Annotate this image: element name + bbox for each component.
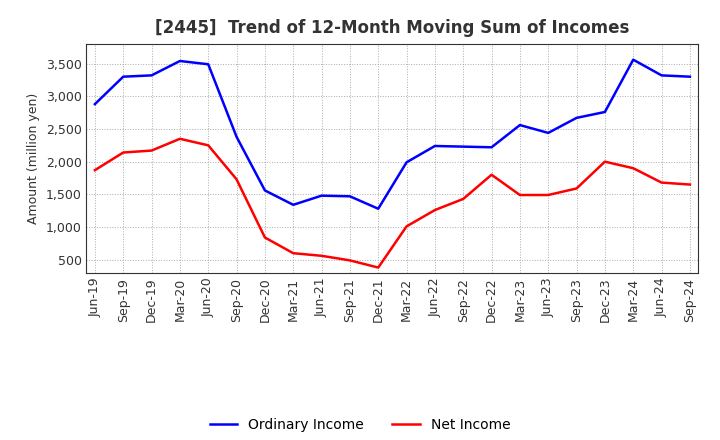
Net Income (91, 168, 99, 173)
Legend: Ordinary Income, Net Income: Ordinary Income, Net Income (204, 412, 516, 437)
Ordinary Income (261, 188, 269, 193)
Net Income (148, 148, 156, 153)
Ordinary Income (346, 194, 354, 199)
Ordinary Income (600, 110, 609, 115)
Ordinary Income (318, 193, 326, 198)
Net Income (431, 207, 439, 213)
Net Income (544, 192, 552, 198)
Ordinary Income (487, 145, 496, 150)
Ordinary Income (119, 74, 127, 79)
Ordinary Income (374, 206, 382, 211)
Ordinary Income (516, 122, 524, 128)
Line: Ordinary Income: Ordinary Income (95, 60, 690, 209)
Net Income (600, 159, 609, 164)
Net Income (119, 150, 127, 155)
Net Income (261, 235, 269, 240)
Title: [2445]  Trend of 12-Month Moving Sum of Incomes: [2445] Trend of 12-Month Moving Sum of I… (156, 19, 629, 37)
Net Income (318, 253, 326, 258)
Net Income (233, 177, 241, 182)
Net Income (402, 224, 411, 229)
Net Income (516, 192, 524, 198)
Y-axis label: Amount (million yen): Amount (million yen) (27, 93, 40, 224)
Ordinary Income (148, 73, 156, 78)
Ordinary Income (572, 115, 581, 121)
Ordinary Income (544, 130, 552, 136)
Net Income (176, 136, 184, 141)
Net Income (572, 186, 581, 191)
Net Income (657, 180, 666, 185)
Ordinary Income (233, 134, 241, 139)
Net Income (289, 250, 297, 256)
Net Income (204, 143, 212, 148)
Ordinary Income (685, 74, 694, 79)
Net Income (685, 182, 694, 187)
Ordinary Income (431, 143, 439, 149)
Net Income (487, 172, 496, 177)
Ordinary Income (91, 102, 99, 107)
Line: Net Income: Net Income (95, 139, 690, 268)
Ordinary Income (629, 57, 637, 62)
Net Income (346, 258, 354, 263)
Ordinary Income (402, 160, 411, 165)
Net Income (459, 196, 467, 202)
Ordinary Income (459, 144, 467, 149)
Ordinary Income (289, 202, 297, 207)
Ordinary Income (176, 59, 184, 64)
Ordinary Income (657, 73, 666, 78)
Net Income (629, 165, 637, 171)
Net Income (374, 265, 382, 270)
Ordinary Income (204, 62, 212, 67)
